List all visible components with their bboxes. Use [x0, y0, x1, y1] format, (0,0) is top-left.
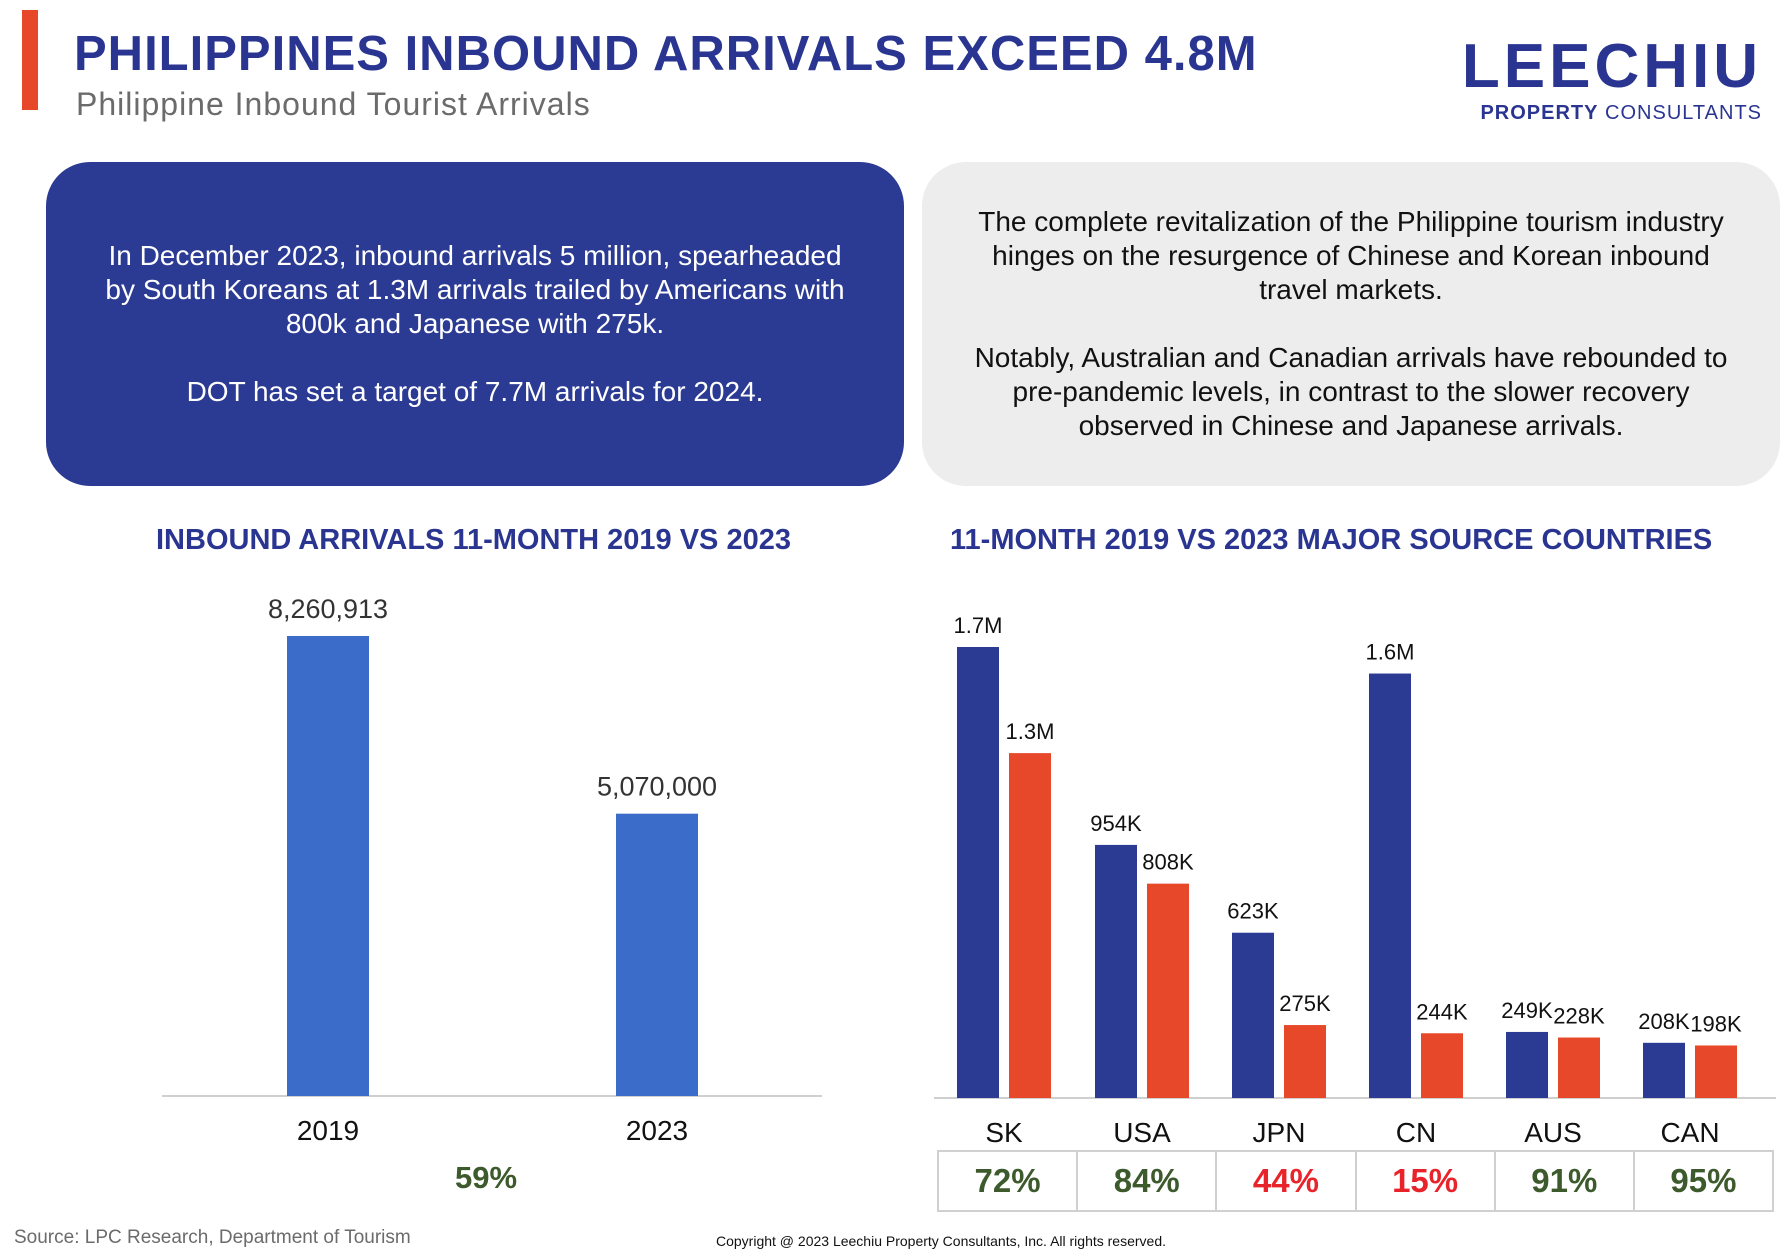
logo-tagline-bold: PROPERTY	[1480, 102, 1599, 124]
source-note: Source: LPC Research, Department of Tour…	[14, 1227, 411, 1248]
country-value-label: 198K	[1690, 1011, 1742, 1036]
total-arrivals-bar-2023	[616, 813, 698, 1096]
recovery-percent-cell: 15%	[1357, 1152, 1496, 1210]
country-bar-CN-series-2	[1421, 1033, 1463, 1098]
country-category-label: JPN	[1253, 1117, 1306, 1148]
insight-box: The complete revitalization of the Phili…	[922, 162, 1780, 486]
country-value-label: 1.7M	[954, 613, 1003, 638]
insight-paragraph-2: Notably, Australian and Canadian arrival…	[974, 342, 1728, 441]
logo-wordmark: LEECHIU	[1461, 32, 1762, 101]
country-category-label: SK	[985, 1117, 1023, 1148]
accent-bar	[22, 10, 38, 110]
country-bar-SK-series-1	[957, 647, 999, 1098]
country-bar-CN-series-1	[1369, 673, 1411, 1098]
logo-tagline-light: CONSULTANTS	[1598, 102, 1762, 124]
country-category-label: AUS	[1524, 1117, 1582, 1148]
country-bar-USA-series-2	[1147, 883, 1189, 1098]
country-value-label: 275K	[1279, 991, 1331, 1016]
recovery-percent-cell: 91%	[1496, 1152, 1635, 1210]
page-subtitle: Philippine Inbound Tourist Arrivals	[76, 86, 591, 122]
total-arrivals-year-label: 2023	[626, 1115, 688, 1146]
total-recovery-percent: 59%	[455, 1160, 518, 1195]
total-arrivals-year-label: 2019	[297, 1115, 359, 1146]
country-bar-JPN-series-2	[1284, 1025, 1326, 1098]
country-value-label: 623K	[1227, 899, 1279, 924]
recovery-percent-cell: 95%	[1670, 1162, 1737, 1199]
country-bar-SK-series-2	[1009, 753, 1051, 1098]
total-arrivals-value-label: 5,070,000	[597, 772, 717, 802]
recovery-percent-table: 72% 84% 44% 15% 91% 95%	[937, 1150, 1774, 1212]
country-value-label: 244K	[1416, 999, 1468, 1024]
logo-tagline: PROPERTY CONSULTANTS	[1462, 102, 1762, 125]
source-countries-chart-title: 11-MONTH 2019 VS 2023 MAJOR SOURCE COUNT…	[950, 524, 1713, 556]
total-arrivals-value-label: 8,260,913	[268, 594, 388, 624]
summary-paragraph-2: DOT has set a target of 7.7M arrivals fo…	[186, 376, 764, 407]
country-bar-CAN-series-1	[1643, 1042, 1685, 1098]
insight-paragraph-1: The complete revitalization of the Phili…	[978, 206, 1724, 305]
company-logo: LEECHIU PROPERTY CONSULTANTS	[1462, 36, 1762, 125]
summary-paragraph-1: In December 2023, inbound arrivals 5 mil…	[105, 240, 845, 339]
recovery-percent-cell: 44%	[1217, 1152, 1357, 1210]
country-category-label: CN	[1396, 1117, 1436, 1148]
country-bar-USA-series-1	[1095, 844, 1137, 1098]
country-bar-JPN-series-1	[1232, 932, 1274, 1098]
total-arrivals-bar-2019	[287, 636, 369, 1096]
country-value-label: 954K	[1090, 811, 1142, 836]
country-value-label: 1.3M	[1006, 719, 1055, 744]
country-category-label: CAN	[1660, 1117, 1719, 1148]
total-arrivals-chart-title: INBOUND ARRIVALS 11-MONTH 2019 VS 2023	[156, 524, 791, 556]
summary-box: In December 2023, inbound arrivals 5 mil…	[46, 162, 904, 486]
country-value-label: 228K	[1553, 1004, 1605, 1029]
country-bar-CAN-series-2	[1695, 1045, 1737, 1098]
recovery-percent-cell: 84%	[1078, 1152, 1218, 1210]
country-value-label: 808K	[1142, 850, 1194, 875]
country-bar-AUS-series-2	[1558, 1037, 1600, 1098]
country-value-label: 208K	[1638, 1009, 1690, 1034]
country-bar-AUS-series-1	[1506, 1031, 1548, 1098]
copyright-note: Copyright @ 2023 Leechiu Property Consul…	[716, 1233, 1166, 1249]
country-category-label: USA	[1113, 1117, 1171, 1148]
page-title: PHILIPPINES INBOUND ARRIVALS EXCEED 4.8M	[74, 27, 1258, 81]
country-value-label: 1.6M	[1366, 640, 1415, 665]
country-value-label: 249K	[1501, 998, 1553, 1023]
recovery-percent-cell: 72%	[939, 1152, 1079, 1210]
